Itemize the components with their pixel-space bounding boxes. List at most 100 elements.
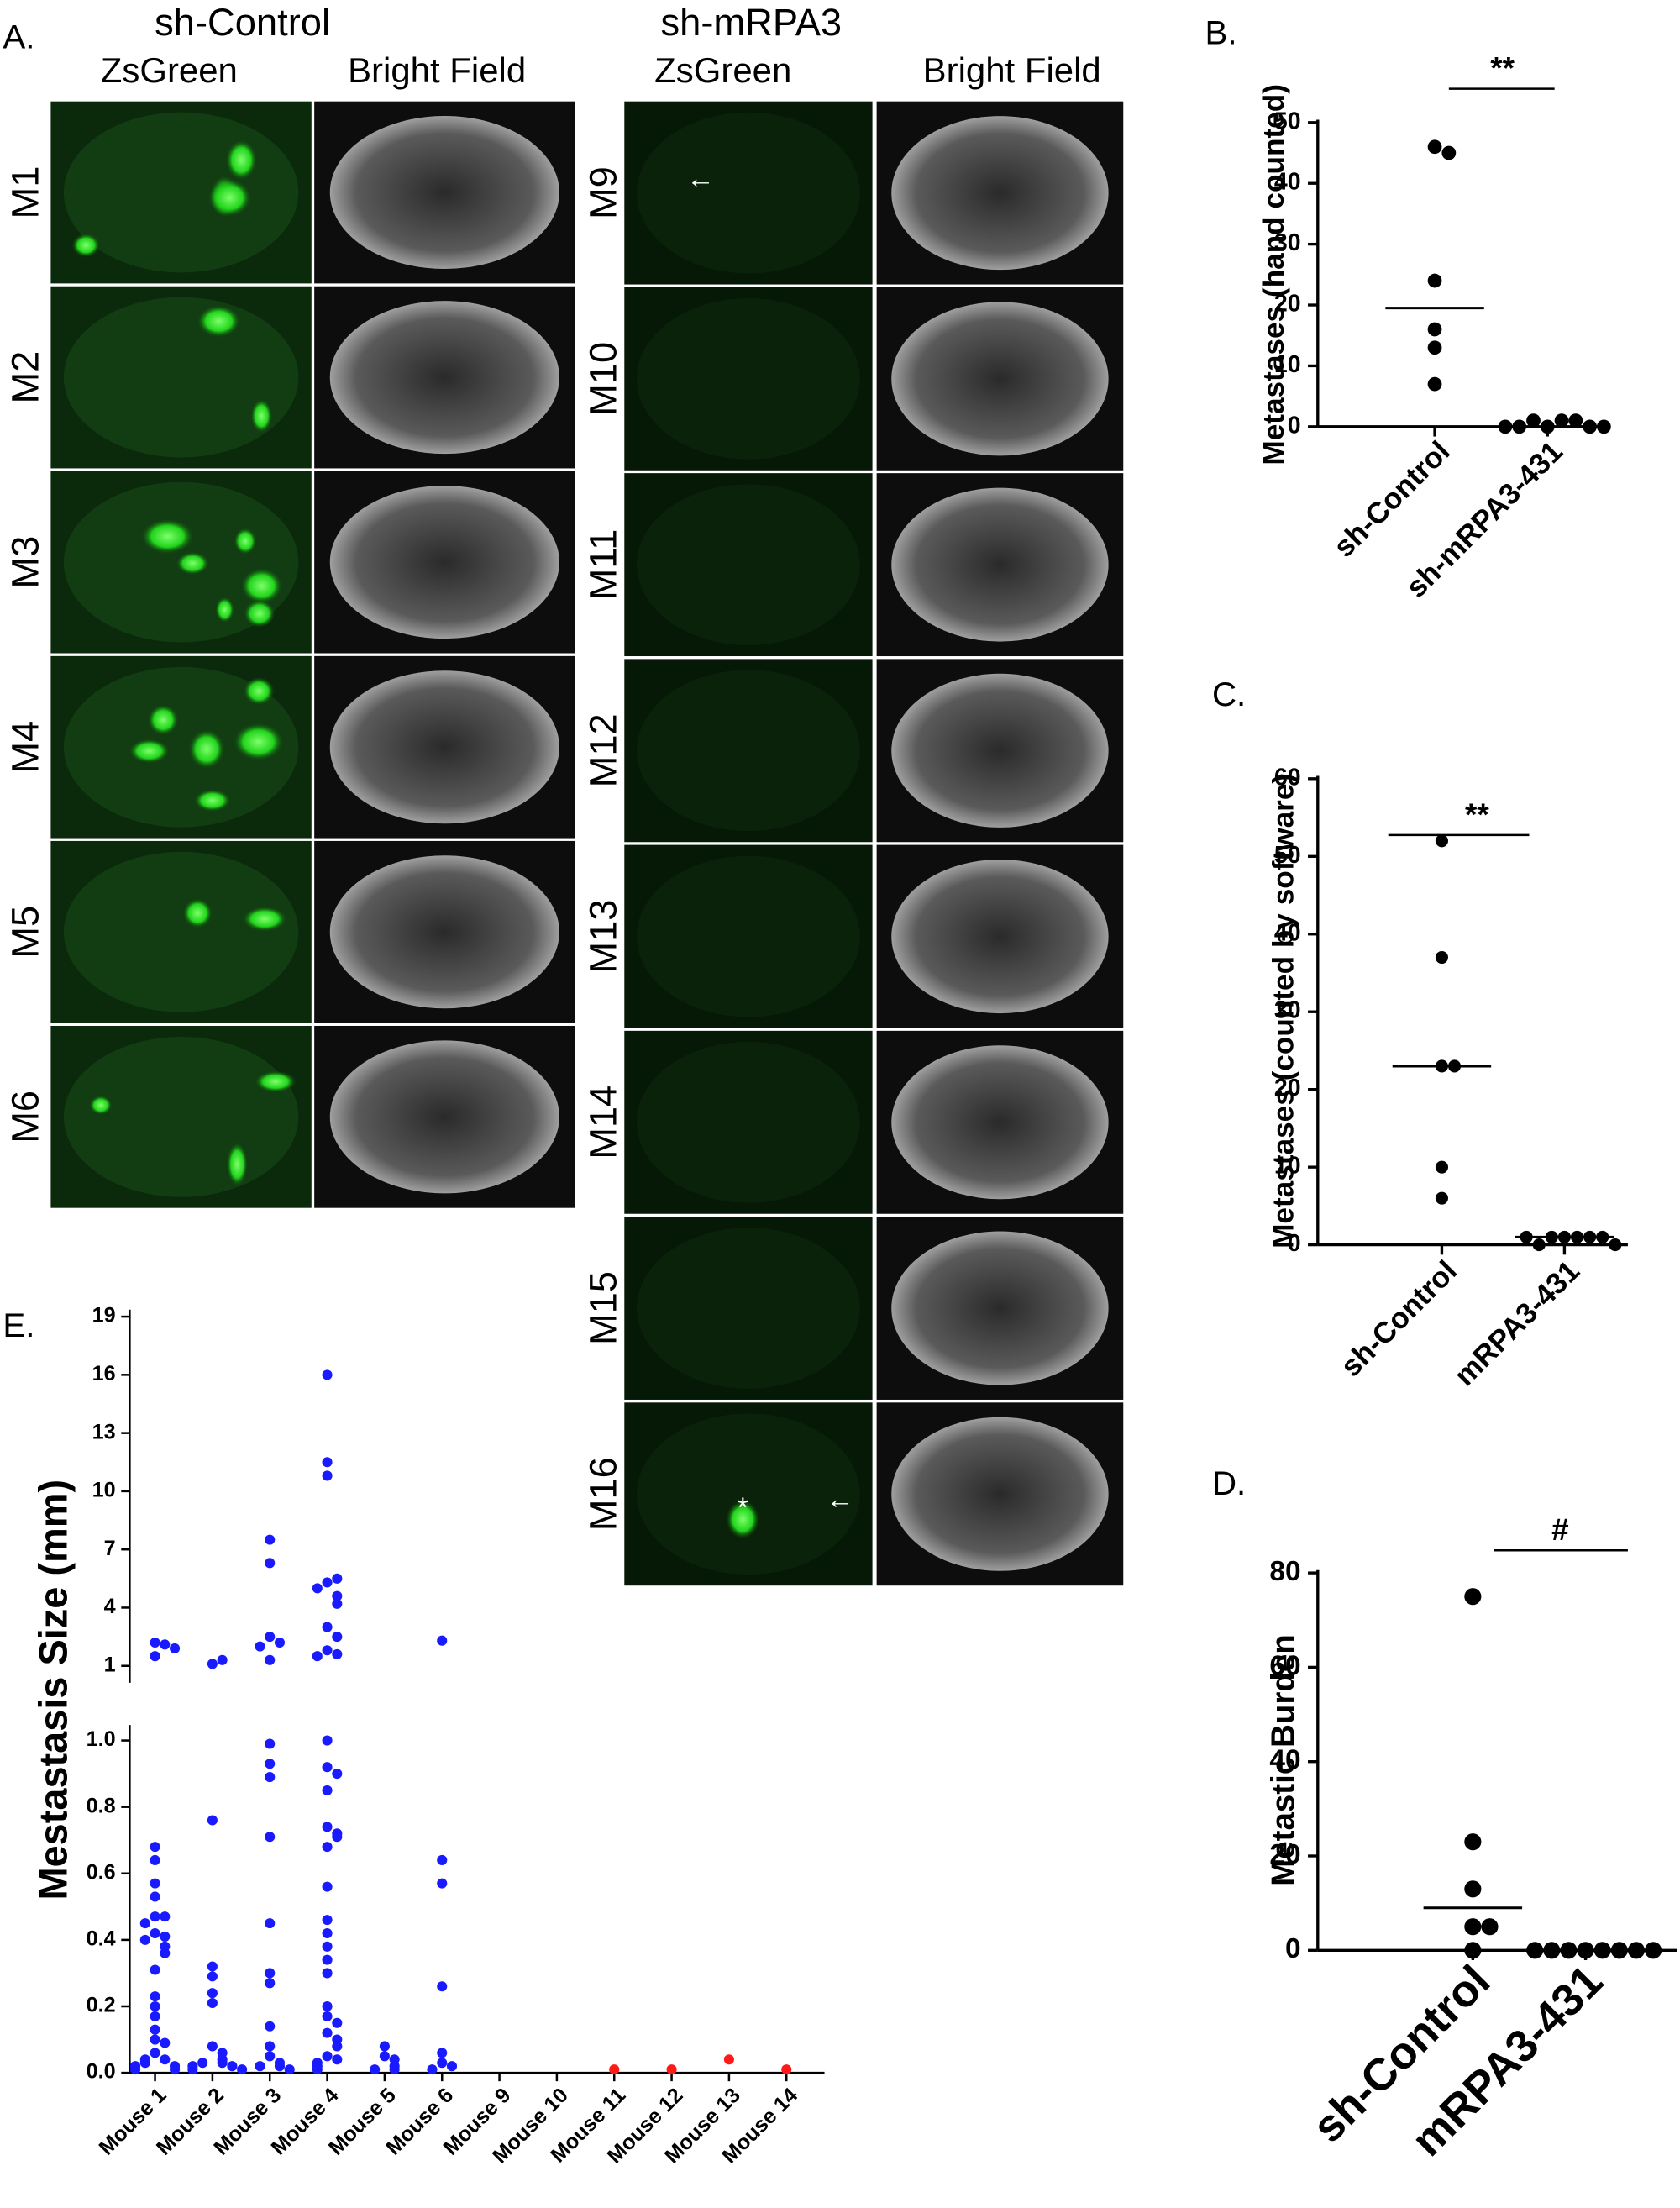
data-point — [379, 2051, 390, 2062]
data-point — [130, 2064, 141, 2075]
y-tick-label: 4 — [104, 1595, 116, 1618]
data-point — [322, 2011, 333, 2021]
data-point — [160, 1639, 171, 1650]
data-point — [265, 2021, 276, 2032]
data-point — [332, 1648, 343, 1659]
lung-tissue — [329, 1040, 559, 1194]
y-tick-label: 20 — [1269, 1839, 1300, 1870]
data-point — [332, 2041, 343, 2052]
data-point — [150, 1878, 160, 1889]
data-point — [227, 2061, 238, 2072]
data-point — [332, 1632, 343, 1643]
data-point — [322, 1577, 333, 1588]
data-point — [265, 1558, 276, 1569]
data-point — [437, 2048, 448, 2058]
data-point — [332, 1769, 343, 1780]
data-point — [139, 1918, 150, 1929]
lung-outline — [637, 1413, 860, 1575]
y-tick-label: 50 — [1274, 108, 1301, 134]
data-point — [1627, 1942, 1646, 1959]
y-tick-label: 40 — [1274, 169, 1301, 196]
data-point — [207, 1659, 218, 1669]
y-axis-label: Mestastasis Size (mm) — [31, 1480, 76, 1900]
data-point — [1568, 413, 1583, 428]
y-tick-label: 30 — [1274, 229, 1301, 256]
metastasis-spot — [197, 304, 241, 338]
data-point — [265, 1978, 276, 1989]
data-point — [150, 1991, 160, 2002]
metastasis-spot — [129, 739, 171, 764]
lung-tissue — [891, 1417, 1109, 1571]
y-tick-label: 1 — [104, 1653, 116, 1676]
data-point — [150, 1911, 160, 1922]
y-tick-label: 0.6 — [87, 1860, 116, 1884]
y-tick-label: 0 — [1285, 1933, 1301, 1964]
data-point — [332, 2017, 343, 2028]
mouse-label: M10 — [581, 342, 624, 416]
column-header: Bright Field — [348, 50, 526, 90]
lung-outline — [637, 855, 860, 1017]
data-point — [150, 1927, 160, 1939]
mouse-label: M15 — [581, 1271, 624, 1345]
data-point — [781, 2064, 792, 2075]
data-point — [1441, 145, 1457, 160]
y-tick-label: 80 — [1269, 1556, 1300, 1587]
lung-outline — [63, 1036, 299, 1197]
y-tick-label: 10 — [92, 1479, 116, 1502]
y-tick-label: 0 — [1288, 1230, 1301, 1257]
data-point — [150, 1651, 160, 1662]
y-tick-label: 13 — [92, 1420, 116, 1443]
column-header: Bright Field — [923, 50, 1101, 90]
data-point — [265, 1832, 276, 1843]
panel-label: C. — [1212, 676, 1246, 713]
column-header: ZsGreen — [654, 50, 791, 90]
mouse-label: M13 — [581, 900, 624, 974]
data-point — [265, 2041, 276, 2052]
lung-tissue — [329, 301, 559, 455]
data-point — [150, 1964, 160, 1975]
data-point — [150, 2024, 160, 2035]
column-header: ZsGreen — [101, 50, 238, 90]
data-point — [187, 2064, 198, 2075]
data-point — [160, 2054, 171, 2065]
data-point — [322, 2027, 333, 2038]
metastasis-spot — [233, 723, 285, 761]
data-point — [1464, 1833, 1482, 1851]
panel-label: D. — [1212, 1464, 1246, 1502]
data-point — [1427, 139, 1442, 155]
metastasis-spot — [89, 1095, 113, 1116]
data-point — [437, 1854, 448, 1865]
data-point — [1427, 322, 1442, 337]
data-point — [284, 2064, 295, 2075]
data-point — [332, 1598, 343, 1609]
lung-outline — [637, 297, 860, 460]
panel-label: E. — [3, 1306, 34, 1344]
data-point — [274, 2061, 286, 2072]
lung-outline — [637, 1228, 860, 1389]
data-point — [1464, 1588, 1482, 1606]
data-point — [1554, 413, 1569, 428]
lung-tissue — [329, 486, 559, 639]
y-axis-label: Metastases (counted by software) — [1267, 774, 1299, 1249]
data-point — [437, 1981, 448, 1992]
lung-tissue — [891, 302, 1109, 456]
y-axis-label: Metastic Burden — [1265, 1634, 1301, 1886]
mouse-label: M5 — [3, 906, 46, 959]
data-point — [332, 1590, 343, 1601]
data-point — [197, 2058, 208, 2069]
panel-label: B. — [1205, 14, 1237, 52]
mouse-label: M16 — [581, 1457, 624, 1531]
lung-outline — [63, 297, 299, 458]
y-tick-label: 0.8 — [87, 1794, 116, 1817]
significance: ** — [1490, 51, 1515, 86]
mouse-label: M3 — [3, 536, 46, 589]
lung-outline — [63, 666, 299, 828]
data-point — [322, 1645, 333, 1656]
image-annotation: * — [738, 1493, 748, 1524]
lung-tissue — [891, 487, 1109, 642]
y-tick-label: 0 — [1288, 412, 1301, 439]
metastasis-spot — [215, 597, 234, 623]
data-point — [1435, 1191, 1448, 1205]
data-point — [150, 2048, 160, 2058]
